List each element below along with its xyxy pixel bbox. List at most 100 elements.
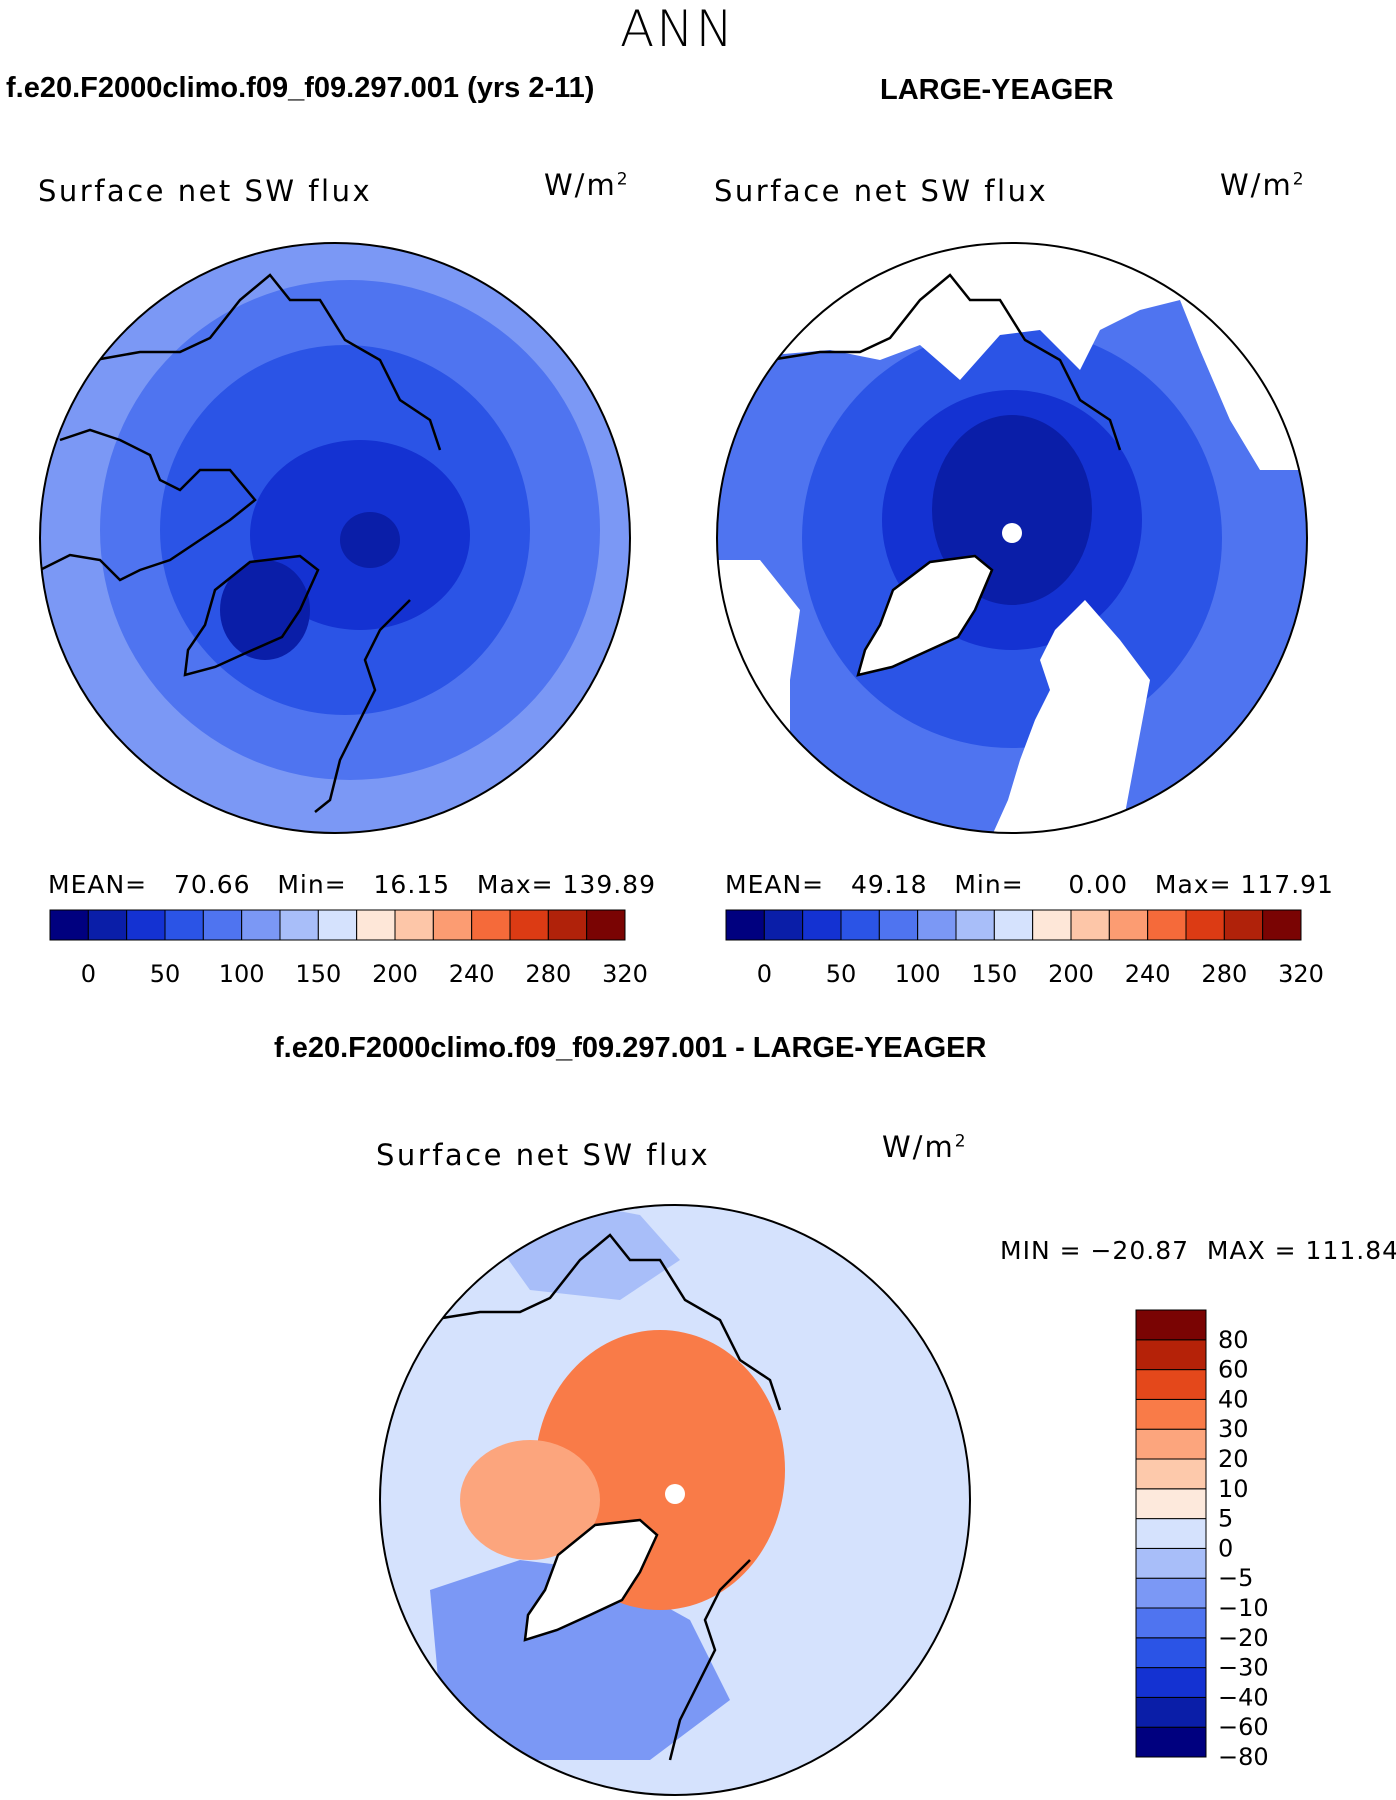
obs-colorbar-box (955, 909, 995, 941)
model-colorbar-box (394, 909, 434, 941)
diff-colorbar-box (1135, 1696, 1207, 1728)
obs-colorbar-tick-label: 200 (1048, 960, 1094, 988)
diff-colorbar-box (1135, 1577, 1207, 1609)
diff-colorbar-tick-label: 30 (1218, 1415, 1249, 1443)
obs-colorbar-tick-label: 320 (1278, 960, 1324, 988)
obs-colorbar-box (878, 909, 919, 941)
diff-colorbar-tick-label: 5 (1218, 1505, 1233, 1533)
model-colorbar-box (547, 909, 588, 941)
model-coastline-greenland (183, 554, 320, 677)
obs-coastline-siberia (769, 273, 1122, 451)
diff-colorbar-box (1135, 1547, 1207, 1579)
diff-colorbar-box (1135, 1428, 1207, 1460)
diff-colorbar-box (1135, 1607, 1207, 1639)
model-coastline-europe (314, 599, 411, 813)
model-colorbar-box (126, 909, 166, 941)
obs-map-border (716, 242, 1308, 834)
diff-colorbar-tick-label: −60 (1218, 1713, 1269, 1741)
diff-colorbar-tick-label: 40 (1218, 1385, 1249, 1413)
obs-colorbar-box (1108, 909, 1149, 941)
obs-colorbar-box (1223, 909, 1264, 941)
diff-land-greenland (525, 1520, 657, 1640)
diff-variable-label: Surface net SW flux (376, 1138, 711, 1172)
diff-colorbar-box (1135, 1398, 1207, 1430)
diff-colorbar-box (1135, 1518, 1207, 1549)
obs-colorbar-box (840, 909, 880, 941)
model-greenland-max (220, 560, 310, 660)
model-colorbar: 0 50 100 150 200 240 280 320 (49, 909, 648, 988)
diff-units-label: W/m2 (882, 1130, 968, 1164)
diff-colorbar-box (1135, 1458, 1207, 1490)
diff-colorbar-tick-label: −80 (1218, 1743, 1269, 1771)
obs-colorbar-tick-label: 280 (1201, 960, 1247, 988)
obs-colorbar: 0 50 100 150 200 240 280 320 (725, 909, 1324, 988)
obs-colorbar-box (1262, 909, 1302, 941)
model-colorbar-tick-label: 200 (372, 960, 418, 988)
obs-colorbar-box (802, 909, 842, 941)
diff-colorbar-tick-label: −30 (1218, 1654, 1269, 1682)
model-units-label: W/m2 (544, 168, 630, 202)
diff-coastline-europe (668, 1559, 751, 1761)
model-colorbar-tick-label: 100 (219, 960, 265, 988)
model-colorbar-box (432, 909, 473, 941)
model-pole-max (340, 512, 400, 568)
obs-colorbar-box (1147, 909, 1187, 941)
obs-land-greenland (858, 556, 992, 675)
model-colorbar-tick-label: 0 (81, 960, 96, 988)
model-coastline-canada (40, 428, 257, 582)
obs-colorbar-box (763, 909, 804, 941)
diff-colorbar-tick-label: 10 (1218, 1475, 1249, 1503)
diff-colorbar-tick-label: −40 (1218, 1683, 1269, 1711)
obs-case-title: LARGE-YEAGER (880, 74, 1114, 106)
model-colorbar-tick-label: 240 (449, 960, 495, 988)
obs-colorbar-tick-label: 100 (895, 960, 941, 988)
model-map (40, 243, 630, 833)
obs-land-europe (990, 600, 1150, 833)
model-colorbar-box (49, 909, 89, 941)
model-colorbar-tick-label: 150 (295, 960, 341, 988)
model-colorbar-box (356, 909, 396, 941)
model-colorbar-box (241, 909, 281, 941)
difference-title: f.e20.F2000climo.f09_f09.297.001 - LARGE… (274, 1032, 987, 1064)
model-colorbar-box (87, 909, 128, 941)
diff-colorbar-tick-label: 0 (1218, 1534, 1233, 1562)
model-colorbar-box (509, 909, 549, 941)
diff-colorbar-box (1135, 1637, 1207, 1669)
season-title: ANN (619, 0, 735, 58)
model-colorbar-box (279, 909, 319, 941)
diff-map-border (379, 1204, 971, 1796)
obs-colorbar-tick-label: 50 (826, 960, 857, 988)
model-colorbar-box (471, 909, 511, 941)
diff-canada-pos (460, 1440, 600, 1560)
diff-colorbar-box (1135, 1369, 1207, 1400)
obs-colorbar-box (1032, 909, 1072, 941)
diff-colorbar-box (1135, 1309, 1207, 1341)
obs-colorbar-tick-label: 240 (1125, 960, 1171, 988)
model-colorbar-tick-label: 320 (602, 960, 648, 988)
obs-colorbar-box (1070, 909, 1110, 941)
obs-units-label: W/m2 (1220, 168, 1306, 202)
diff-colorbar-tick-label: −20 (1218, 1624, 1269, 1652)
obs-colorbar-tick-label: 150 (971, 960, 1017, 988)
obs-colorbar-tick-label: 0 (757, 960, 772, 988)
diff-colorbar-box (1135, 1339, 1207, 1371)
diff-pole-marker (665, 1484, 685, 1504)
obs-colorbar-box (1185, 909, 1225, 941)
model-colorbar-tick-label: 280 (525, 960, 571, 988)
diff-colorbar-box (1135, 1667, 1207, 1698)
diff-map (380, 1205, 970, 1795)
model-colorbar-box (586, 909, 626, 941)
model-colorbar-box (202, 909, 243, 941)
obs-colorbar-box (917, 909, 957, 941)
model-variable-label: Surface net SW flux (38, 174, 373, 208)
obs-colorbar-box (993, 909, 1034, 941)
model-colorbar-tick-label: 50 (150, 960, 181, 988)
diff-colorbar-tick-label: −5 (1218, 1564, 1253, 1592)
diff-colorbar-tick-label: −10 (1218, 1594, 1269, 1622)
diff-colorbar-box (1135, 1726, 1207, 1758)
diff-colorbar-box (1135, 1488, 1207, 1520)
model-stats: MEAN= 70.66 Min= 16.15 Max= 139.89 (48, 870, 656, 899)
obs-variable-label: Surface net SW flux (714, 174, 1049, 208)
